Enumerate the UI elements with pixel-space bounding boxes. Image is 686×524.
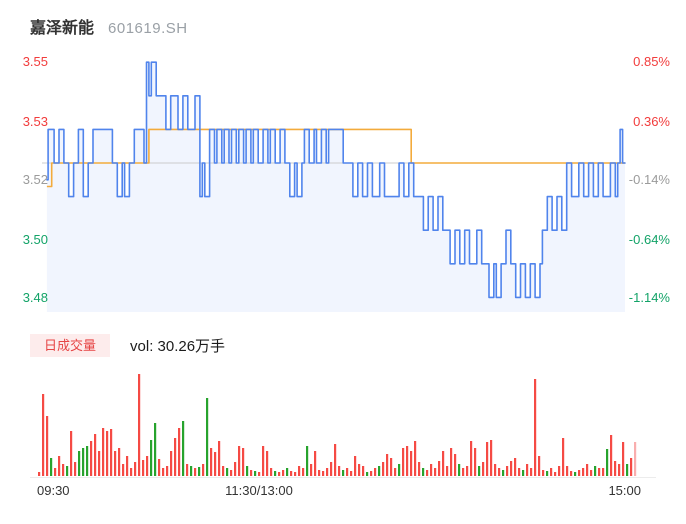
yaxis-left-tick-1: 3.53 (22, 114, 48, 129)
volume-total-label: vol: 30.26万手 (130, 337, 226, 355)
yaxis-right-tick-2: -0.14% (628, 172, 670, 187)
x-tick-1500: 15:00 (608, 483, 641, 498)
x-tick-0930: 09:30 (37, 483, 70, 498)
yaxis-right-tick-3: -0.64% (628, 232, 670, 247)
x-axis-line (30, 477, 656, 478)
volume-tab-daily[interactable]: 日成交量 (30, 333, 111, 357)
stock-header: 嘉泽新能 601619.SH (30, 14, 188, 37)
stock-name: 嘉泽新能 (30, 20, 95, 37)
volume-header: 日成交量 vol: 30.26万手 (30, 333, 225, 357)
stock-code: 601619.SH (108, 20, 188, 37)
yaxis-left-tick-4: 3.48 (22, 290, 48, 305)
yaxis-right-tick-1: 0.36% (633, 114, 670, 129)
x-tick-1130-1300: 11:30/13:00 (225, 483, 293, 498)
yaxis-left-tick-0: 3.55 (22, 54, 48, 69)
yaxis-left-tick-3: 3.50 (22, 232, 48, 247)
yaxis-right-tick-0: 0.85% (633, 54, 670, 69)
yaxis-right-tick-4: -1.14% (628, 290, 670, 305)
yaxis-left-tick-2: 3.52 (22, 172, 48, 187)
